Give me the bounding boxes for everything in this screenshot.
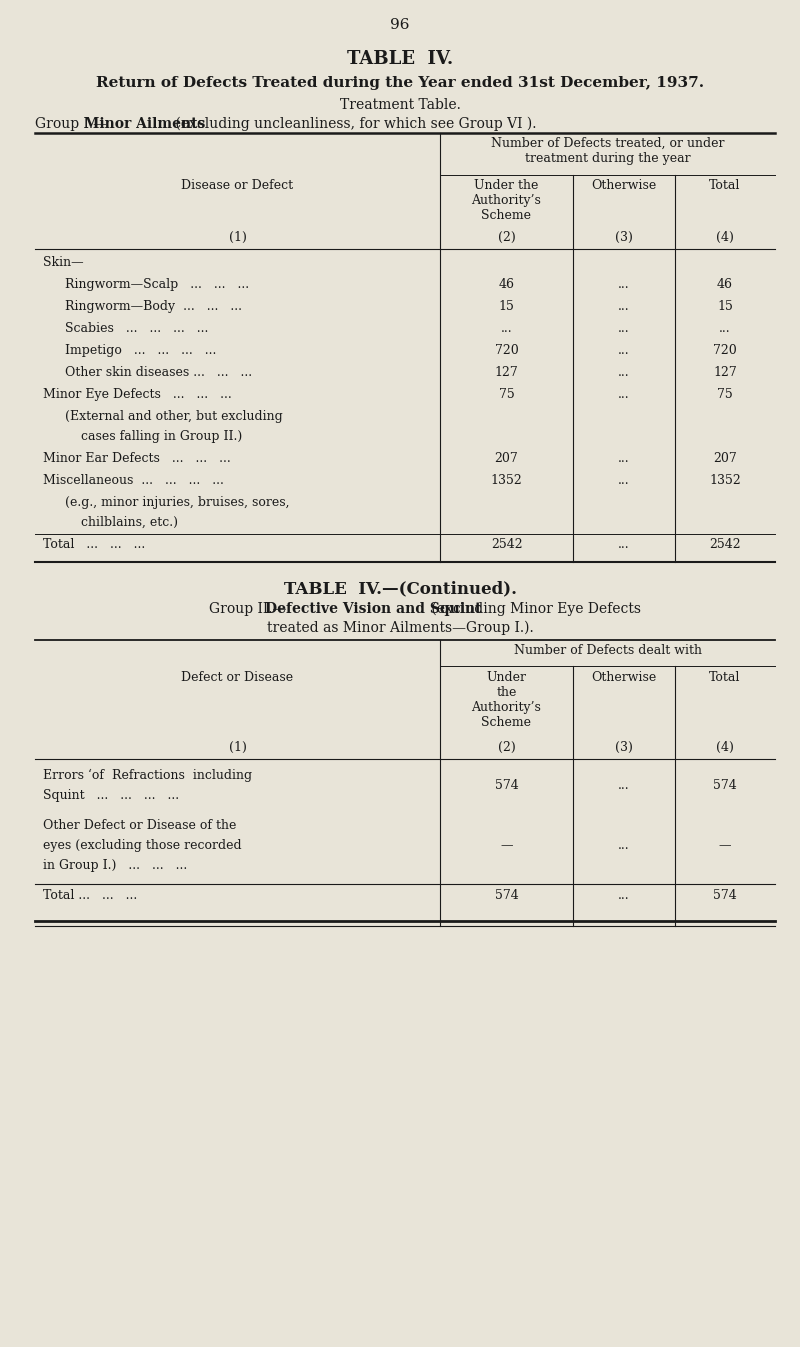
Text: Minor Ailments: Minor Ailments xyxy=(85,117,206,131)
Text: eyes (excluding those recorded: eyes (excluding those recorded xyxy=(43,839,242,853)
Text: (excluding Minor Eye Defects: (excluding Minor Eye Defects xyxy=(426,602,641,617)
Text: Total: Total xyxy=(710,179,741,193)
Text: (2): (2) xyxy=(498,741,515,754)
Text: Minor Eye Defects   ...   ...   ...: Minor Eye Defects ... ... ... xyxy=(43,388,232,401)
Text: Other skin diseases ...   ...   ...: Other skin diseases ... ... ... xyxy=(65,366,252,379)
Text: ...: ... xyxy=(618,889,630,902)
Text: Treatment Table.: Treatment Table. xyxy=(339,98,461,112)
Text: (e.g., minor injuries, bruises, sores,: (e.g., minor injuries, bruises, sores, xyxy=(65,496,290,509)
Text: 46: 46 xyxy=(717,277,733,291)
Text: Disease or Defect: Disease or Defect xyxy=(182,179,294,193)
Text: Miscellaneous  ...   ...   ...   ...: Miscellaneous ... ... ... ... xyxy=(43,474,224,488)
Text: Under
the
Authority’s
Scheme: Under the Authority’s Scheme xyxy=(471,671,542,729)
Text: (excluding uncleanliness, for which see Group VI ).: (excluding uncleanliness, for which see … xyxy=(171,117,537,132)
Text: Total: Total xyxy=(710,671,741,684)
Text: —: — xyxy=(718,839,731,853)
Text: ...: ... xyxy=(618,322,630,335)
Text: Otherwise: Otherwise xyxy=(591,179,657,193)
Text: Squint   ...   ...   ...   ...: Squint ... ... ... ... xyxy=(43,789,179,801)
Text: Skin—: Skin— xyxy=(43,256,84,269)
Text: 96: 96 xyxy=(390,18,410,32)
Text: Defect or Disease: Defect or Disease xyxy=(182,671,294,684)
Text: 720: 720 xyxy=(494,343,518,357)
Text: (3): (3) xyxy=(615,230,633,244)
Text: 15: 15 xyxy=(498,300,514,313)
Text: 574: 574 xyxy=(713,889,737,902)
Text: 2542: 2542 xyxy=(709,537,741,551)
Text: ...: ... xyxy=(618,839,630,853)
Text: Group I.—: Group I.— xyxy=(35,117,107,131)
Text: Group II.—: Group II.— xyxy=(209,602,286,616)
Text: ...: ... xyxy=(618,300,630,313)
Text: Under the
Authority’s
Scheme: Under the Authority’s Scheme xyxy=(471,179,542,222)
Text: (1): (1) xyxy=(229,230,246,244)
Text: Scabies   ...   ...   ...   ...: Scabies ... ... ... ... xyxy=(65,322,208,335)
Text: 1352: 1352 xyxy=(490,474,522,488)
Text: Otherwise: Otherwise xyxy=(591,671,657,684)
Text: 15: 15 xyxy=(717,300,733,313)
Text: ...: ... xyxy=(618,537,630,551)
Text: TABLE  IV.—(Continued).: TABLE IV.—(Continued). xyxy=(283,581,517,597)
Text: 207: 207 xyxy=(494,453,518,465)
Text: Defective Vision and Squint: Defective Vision and Squint xyxy=(265,602,481,616)
Text: 574: 574 xyxy=(494,889,518,902)
Text: ...: ... xyxy=(618,453,630,465)
Text: Errors ‘of  Refractions  including: Errors ‘of Refractions including xyxy=(43,769,252,783)
Text: ...: ... xyxy=(618,366,630,379)
Text: Total ...   ...   ...: Total ... ... ... xyxy=(43,889,138,902)
Text: ...: ... xyxy=(618,779,630,792)
Text: 207: 207 xyxy=(713,453,737,465)
Text: Return of Defects Treated during the Year ended 31st December, 1937.: Return of Defects Treated during the Yea… xyxy=(96,75,704,90)
Text: in Group I.)   ...   ...   ...: in Group I.) ... ... ... xyxy=(43,859,187,872)
Text: chilblains, etc.): chilblains, etc.) xyxy=(65,516,178,529)
Text: ...: ... xyxy=(501,322,512,335)
Text: Number of Defects dealt with: Number of Defects dealt with xyxy=(514,644,702,657)
Text: Number of Defects treated, or under
treatment during the year: Number of Defects treated, or under trea… xyxy=(490,137,724,164)
Text: Other Defect or Disease of the: Other Defect or Disease of the xyxy=(43,819,236,832)
Text: —: — xyxy=(500,839,513,853)
Text: (2): (2) xyxy=(498,230,515,244)
Text: (External and other, but excluding: (External and other, but excluding xyxy=(65,409,282,423)
Text: 2542: 2542 xyxy=(490,537,522,551)
Text: 127: 127 xyxy=(713,366,737,379)
Text: (4): (4) xyxy=(716,230,734,244)
Text: treated as Minor Ailments—Group I.).: treated as Minor Ailments—Group I.). xyxy=(266,621,534,636)
Text: (4): (4) xyxy=(716,741,734,754)
Text: (3): (3) xyxy=(615,741,633,754)
Text: Minor Ear Defects   ...   ...   ...: Minor Ear Defects ... ... ... xyxy=(43,453,230,465)
Text: ...: ... xyxy=(618,277,630,291)
Text: Ringworm—Scalp   ...   ...   ...: Ringworm—Scalp ... ... ... xyxy=(65,277,249,291)
Text: 75: 75 xyxy=(717,388,733,401)
Text: ...: ... xyxy=(618,388,630,401)
Text: ...: ... xyxy=(618,343,630,357)
Text: 46: 46 xyxy=(498,277,514,291)
Text: 1352: 1352 xyxy=(709,474,741,488)
Text: 127: 127 xyxy=(494,366,518,379)
Text: TABLE  IV.: TABLE IV. xyxy=(347,50,453,67)
Text: 574: 574 xyxy=(713,779,737,792)
Text: ...: ... xyxy=(618,474,630,488)
Text: 574: 574 xyxy=(494,779,518,792)
Text: ...: ... xyxy=(719,322,731,335)
Text: Total   ...   ...   ...: Total ... ... ... xyxy=(43,537,146,551)
Text: 75: 75 xyxy=(498,388,514,401)
Text: Ringworm—Body  ...   ...   ...: Ringworm—Body ... ... ... xyxy=(65,300,242,313)
Text: cases falling in Group II.): cases falling in Group II.) xyxy=(65,430,242,443)
Text: Impetigo   ...   ...   ...   ...: Impetigo ... ... ... ... xyxy=(65,343,216,357)
Text: 720: 720 xyxy=(713,343,737,357)
Text: (1): (1) xyxy=(229,741,246,754)
